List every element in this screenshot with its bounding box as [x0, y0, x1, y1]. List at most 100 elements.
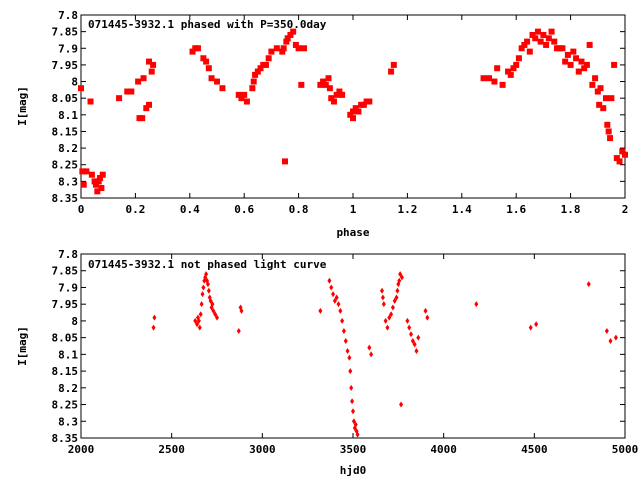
data-point	[562, 58, 569, 65]
data-point	[279, 48, 286, 55]
data-point	[197, 324, 202, 331]
data-point	[282, 158, 288, 165]
data-point	[581, 65, 588, 72]
x-tick-label: 3000	[249, 443, 276, 456]
data-point	[355, 431, 360, 438]
data-point	[543, 41, 550, 48]
data-point	[405, 317, 410, 324]
data-point	[390, 304, 395, 311]
data-point	[510, 65, 517, 72]
data-point	[559, 45, 566, 52]
y-tick-label: 8.25	[52, 159, 79, 172]
data-point	[338, 307, 343, 314]
y-tick-label: 8.1	[58, 348, 78, 361]
y-tick-label: 7.8	[58, 248, 78, 261]
data-point	[152, 314, 157, 321]
data-points	[151, 271, 618, 438]
data-point	[194, 45, 201, 52]
data-point	[397, 277, 402, 284]
data-point	[347, 354, 352, 361]
data-point	[206, 287, 211, 294]
data-point	[78, 85, 84, 92]
data-point	[611, 61, 618, 68]
data-point	[262, 61, 269, 68]
y-tick-label: 7.8	[58, 9, 78, 22]
data-point	[339, 91, 346, 98]
y-tick-label: 7.9	[58, 42, 78, 55]
data-point	[331, 291, 336, 298]
data-point	[409, 331, 414, 338]
data-point	[366, 98, 373, 105]
data-point	[616, 158, 623, 165]
data-point	[586, 281, 591, 288]
data-point	[534, 321, 539, 328]
data-point	[570, 48, 577, 55]
data-point	[537, 38, 544, 45]
y-tick-label: 7.85	[52, 265, 79, 278]
data-point	[613, 334, 618, 341]
y-tick-label: 7.95	[52, 298, 79, 311]
data-point	[325, 75, 332, 82]
data-point	[79, 168, 86, 175]
data-point	[597, 85, 604, 92]
data-point	[151, 324, 156, 331]
data-point	[326, 85, 333, 92]
data-point	[388, 68, 395, 75]
data-point	[124, 88, 131, 95]
data-point	[200, 55, 207, 62]
data-point	[208, 75, 215, 82]
data-point	[330, 98, 337, 105]
data-point	[387, 314, 392, 321]
data-point	[320, 78, 327, 85]
data-point	[367, 344, 372, 351]
data-point	[486, 75, 492, 82]
data-point	[385, 324, 390, 331]
data-point	[399, 401, 404, 408]
data-point	[350, 398, 355, 405]
data-point	[518, 45, 525, 52]
data-point	[513, 61, 520, 68]
data-point	[201, 284, 206, 291]
data-point	[317, 81, 324, 88]
y-tick-label: 8.25	[52, 399, 79, 412]
data-point	[287, 31, 294, 38]
data-point	[380, 294, 385, 301]
data-point	[210, 301, 215, 308]
data-point	[394, 294, 399, 301]
x-tick-label: 1.4	[452, 203, 472, 216]
data-point	[369, 351, 374, 358]
data-point	[205, 65, 212, 72]
data-point	[474, 301, 479, 308]
data-point	[204, 271, 209, 278]
data-point	[135, 78, 142, 85]
y-tick-label: 8.2	[58, 142, 78, 155]
data-point	[505, 68, 512, 75]
data-point	[348, 368, 353, 375]
data-point	[608, 95, 615, 102]
data-point	[425, 314, 430, 321]
data-point	[322, 81, 329, 88]
data-point	[592, 75, 599, 82]
data-point	[205, 281, 210, 288]
data-point	[351, 418, 356, 425]
data-point	[92, 181, 99, 188]
data-point	[349, 384, 354, 391]
data-point	[524, 38, 531, 45]
data-point	[567, 61, 574, 68]
data-point	[395, 287, 400, 294]
data-point	[208, 297, 213, 304]
data-point	[265, 55, 272, 62]
data-point	[350, 108, 356, 115]
data-point	[200, 291, 205, 298]
data-point	[389, 311, 394, 318]
data-point	[219, 85, 226, 92]
data-point	[594, 88, 601, 95]
data-point	[345, 348, 350, 355]
data-point	[515, 55, 522, 62]
data-point	[116, 95, 123, 102]
y-axis-label: I[mag]	[16, 326, 29, 366]
data-point	[146, 101, 152, 108]
data-point	[148, 68, 155, 75]
x-axis-label: hjd0	[340, 464, 367, 477]
